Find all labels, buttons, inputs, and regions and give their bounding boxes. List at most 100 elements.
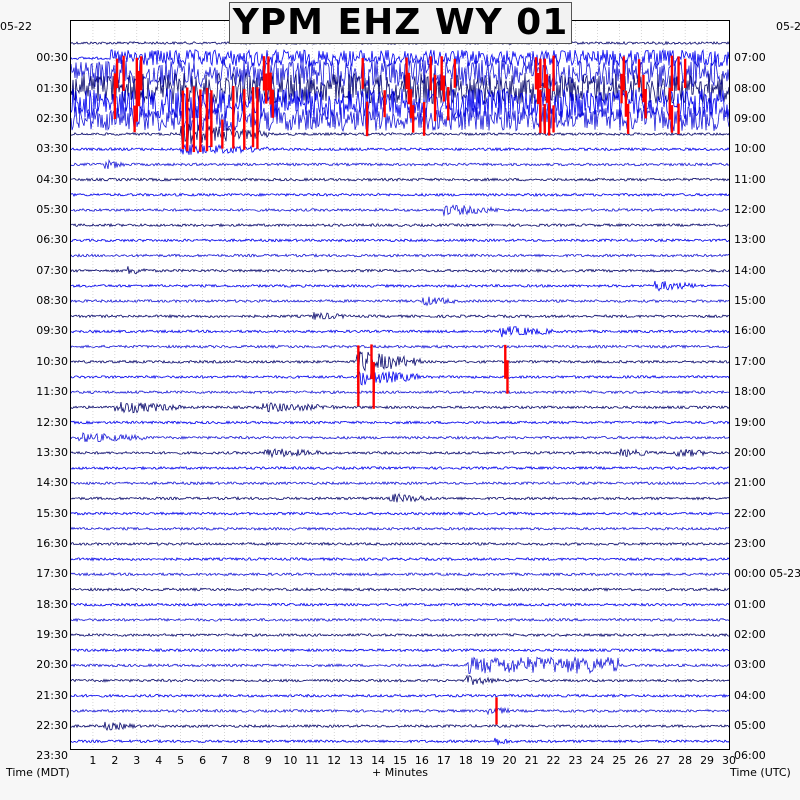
- clipped-spike: [133, 105, 136, 133]
- clipped-spike: [357, 377, 360, 407]
- seismic-trace-row-19: [71, 312, 729, 320]
- left-time-tick: 16:30: [36, 536, 68, 550]
- seismic-trace-row-35: [71, 556, 729, 562]
- local-time-axis-label: Time (MDT): [6, 766, 70, 779]
- helicorder-traces: [71, 21, 729, 749]
- clipped-spike: [683, 58, 687, 88]
- left-time-tick: 03:30: [36, 142, 68, 156]
- left-time-tick: 17:30: [36, 567, 68, 581]
- left-time-tick: 10:30: [36, 354, 68, 368]
- minute-tick: 3: [133, 754, 141, 767]
- clipped-spike: [547, 102, 551, 136]
- clipped-spike: [433, 86, 437, 122]
- seismic-trace-row-37: [71, 587, 729, 592]
- clipped-spike: [267, 56, 270, 91]
- right-time-tick: 02:00: [734, 628, 766, 642]
- left-time-tick: 11:30: [36, 385, 68, 399]
- right-time-tick: 10:00: [734, 142, 766, 156]
- clipped-spike: [192, 116, 196, 153]
- seismic-trace-row-10: [71, 177, 729, 182]
- right-time-tick: 05:00: [734, 719, 766, 733]
- seismic-trace-row-16: [71, 266, 729, 275]
- left-time-tick: 20:30: [36, 658, 68, 672]
- seismic-trace-row-41: [71, 647, 729, 653]
- clipped-spike: [135, 57, 138, 89]
- chart-title: YPM EHZ WY 01: [232, 2, 569, 43]
- seismic-trace-row-44: [71, 693, 729, 699]
- minute-tick: 30: [722, 754, 736, 767]
- clipped-spike: [495, 697, 498, 725]
- clipped-spike: [243, 118, 246, 150]
- seismic-trace-row-33: [71, 526, 729, 531]
- clipped-spike: [357, 363, 360, 391]
- seismic-trace-row-25: [71, 402, 729, 414]
- clipped-spike: [357, 345, 360, 379]
- seismogram-plot-area: [70, 20, 730, 750]
- seismic-trace-row-30: [71, 480, 729, 486]
- clipped-spike: [670, 105, 674, 133]
- clipped-spike: [539, 58, 542, 89]
- seismic-trace-row-14: [71, 238, 729, 243]
- left-time-tick: 04:30: [36, 172, 68, 186]
- seismic-trace-row-46: [71, 721, 729, 732]
- clipped-spike: [199, 89, 202, 119]
- seismic-trace-row-28: [71, 448, 729, 459]
- minute-tick: 15: [393, 754, 407, 767]
- right-time-tick: 13:00: [734, 233, 766, 247]
- clipped-spike: [365, 101, 369, 137]
- clipped-spike: [506, 360, 509, 394]
- minute-tick: 27: [656, 754, 671, 767]
- clipped-spike: [442, 75, 446, 102]
- clipped-spike: [545, 74, 549, 103]
- seismic-trace-row-11: [71, 192, 729, 198]
- seismic-trace-row-9: [71, 158, 729, 170]
- clipped-spike: [262, 56, 266, 91]
- seismic-trace-row-15: [71, 253, 729, 258]
- trace-group: [71, 40, 729, 746]
- clipped-spike: [543, 58, 546, 88]
- left-time-tick: 08:30: [36, 294, 68, 308]
- clipped-spike: [552, 55, 555, 92]
- left-time-tick: 18:30: [36, 597, 68, 611]
- minute-tick: 23: [568, 754, 583, 767]
- clipped-spike: [205, 116, 209, 152]
- seismic-trace-row-29: [71, 465, 729, 471]
- seismic-trace-row-4: [71, 72, 729, 105]
- seismic-trace-row-8: [71, 142, 729, 155]
- minute-tick: 21: [524, 754, 539, 767]
- clipped-spike: [251, 120, 255, 148]
- clipped-spike: [504, 344, 507, 379]
- clipped-spike: [626, 103, 630, 134]
- minute-tick: 24: [590, 754, 605, 767]
- clipped-spike: [429, 56, 432, 91]
- minute-tick: 19: [480, 754, 495, 767]
- start-date-label: 05-22: [0, 20, 32, 33]
- plot-grid: [71, 21, 729, 749]
- clipped-signal-group: [113, 55, 687, 725]
- seismic-trace-row-26: [71, 420, 729, 425]
- clipped-spike: [210, 103, 213, 134]
- clipped-spike: [622, 56, 625, 91]
- clipped-spike: [115, 58, 119, 89]
- minute-tick: 16: [414, 754, 429, 767]
- clipped-spike: [192, 86, 196, 121]
- minute-tick: 9: [264, 754, 272, 767]
- right-time-tick: 22:00: [734, 506, 766, 520]
- right-time-tick: 12:00: [734, 202, 766, 216]
- minute-tick: 4: [155, 754, 163, 767]
- left-time-tick: 19:30: [36, 628, 68, 642]
- seismic-trace-row-2: [71, 48, 729, 68]
- clipped-spike: [453, 58, 457, 88]
- clipped-spike: [407, 72, 410, 105]
- clipped-spike: [265, 73, 268, 104]
- clipped-spike: [256, 101, 259, 137]
- clipped-spike: [422, 102, 426, 136]
- right-time-tick: 18:00: [734, 385, 766, 399]
- right-time-tick: 03:00: [734, 658, 766, 672]
- clipped-spike: [139, 56, 143, 91]
- clipped-spike: [447, 87, 450, 121]
- left-time-tick: 21:30: [36, 688, 68, 702]
- left-time-tick: 02:30: [36, 111, 68, 125]
- right-time-tick: 14:00: [734, 263, 766, 277]
